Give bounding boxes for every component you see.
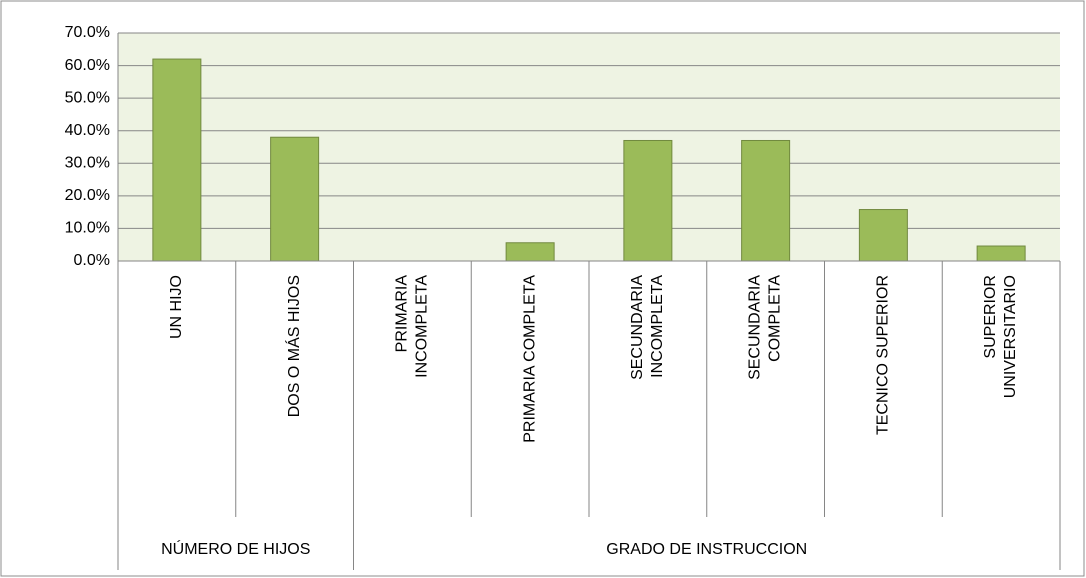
bar: [623, 139, 673, 262]
x-tick-label: UN HIJO: [168, 275, 185, 339]
y-tick-label: 10.0%: [65, 220, 110, 237]
x-tick-label: PRIMARIA INCOMPLETA: [394, 275, 431, 378]
y-tick-label: 70.0%: [65, 24, 110, 41]
group-label: GRADO DE INSTRUCCION: [606, 541, 807, 558]
y-tick-label: 60.0%: [65, 57, 110, 74]
bar: [741, 139, 791, 262]
x-tick-label: PRIMARIA COMPLETA: [521, 275, 538, 443]
bar: [505, 242, 555, 262]
bar: [858, 209, 908, 262]
y-tick-label: 0.0%: [74, 252, 110, 269]
y-tick-label: 40.0%: [65, 122, 110, 139]
x-tick-label: TECNICO SUPERIOR: [875, 275, 892, 435]
x-tick-label: SECUNDARIA COMPLETA: [747, 275, 784, 380]
x-tick-label: DOS O MÁS HIJOS: [284, 275, 303, 417]
y-tick-label: 20.0%: [65, 187, 110, 204]
y-tick-label: 50.0%: [65, 89, 110, 106]
bar: [152, 58, 202, 262]
x-tick-label: SECUNDARIA INCOMPLETA: [629, 275, 666, 380]
bar: [976, 245, 1026, 262]
x-tick-label: SUPERIOR UNIVERSITARIO: [982, 275, 1019, 398]
y-tick-label: 30.0%: [65, 155, 110, 172]
bar: [270, 136, 320, 262]
plot-area: [118, 33, 1060, 261]
group-label: NÚMERO DE HIJOS: [161, 539, 310, 558]
